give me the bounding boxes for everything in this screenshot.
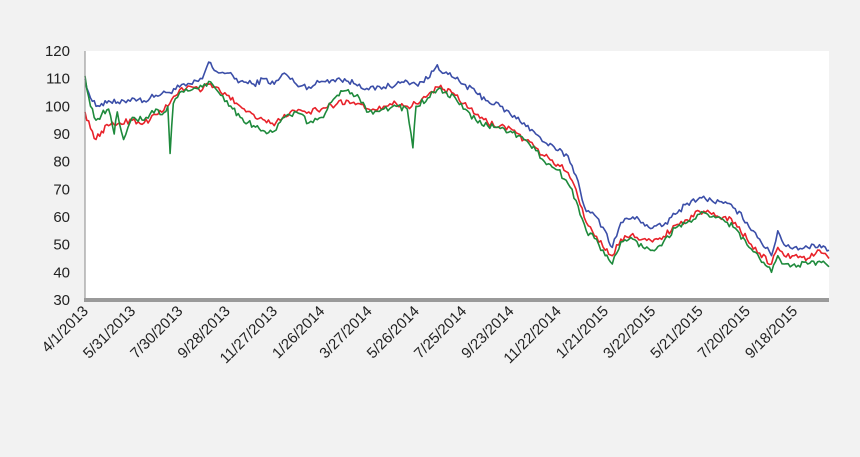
x-tick-labels: 4/1/20135/31/20137/30/20139/28/201311/27… — [39, 303, 802, 367]
y-tick-label: 30 — [53, 292, 70, 309]
y-tick-label: 90 — [53, 126, 70, 143]
y-tick-label: 80 — [53, 154, 70, 171]
y-tick-label: 70 — [53, 181, 70, 198]
plot-area — [85, 51, 829, 300]
x-tick-label: 9/18/2015 — [742, 303, 801, 362]
y-tick-label: 110 — [46, 71, 70, 88]
y-tick-label: 40 — [53, 264, 70, 281]
series-layer — [84, 61, 830, 274]
y-tick-label: 100 — [45, 98, 70, 115]
y-tick-label: 60 — [53, 209, 70, 226]
y-tick-labels: 30 40 50 60 70 80 90 100 110 120 — [45, 43, 70, 309]
series-line-1 — [84, 61, 830, 257]
y-tick-label: 50 — [53, 237, 70, 254]
y-tick-label: 120 — [45, 43, 70, 60]
series-line-3 — [84, 75, 830, 274]
